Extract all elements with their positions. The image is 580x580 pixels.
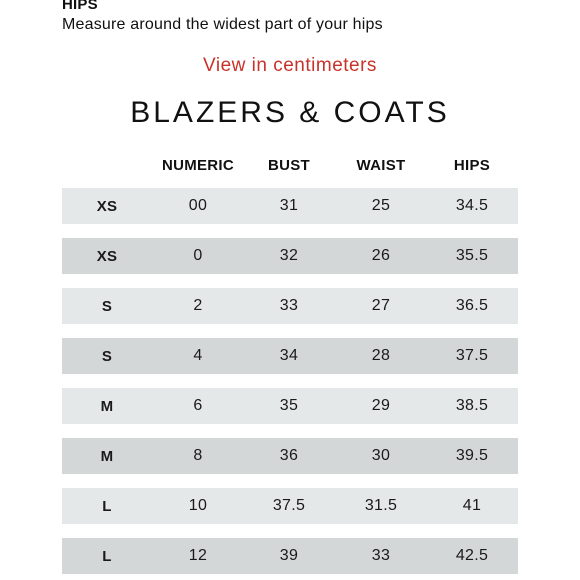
waist-cell: 28 xyxy=(371,347,391,364)
numeric-cell: 8 xyxy=(193,447,203,464)
hips-cell: 41 xyxy=(462,497,482,514)
table-row: S 2 33 27 36.5 xyxy=(62,288,518,324)
bust-cell: 33 xyxy=(279,297,299,314)
waist-cell: 29 xyxy=(371,397,391,414)
bust-cell: 31 xyxy=(279,197,299,214)
waist-cell: 27 xyxy=(371,297,391,314)
size-cell: XS xyxy=(96,197,118,215)
table-row: XS 00 31 25 34.5 xyxy=(62,188,518,224)
table-row: L 12 39 33 42.5 xyxy=(62,538,518,574)
table-row: M 8 36 30 39.5 xyxy=(62,438,518,474)
header-numeric: NUMERIC xyxy=(161,156,235,174)
bust-cell: 35 xyxy=(279,397,299,414)
header-hips: HIPS xyxy=(453,156,491,174)
size-cell: S xyxy=(101,347,113,365)
numeric-cell: 12 xyxy=(188,547,208,564)
header-bust: BUST xyxy=(267,156,311,174)
size-cell: S xyxy=(101,297,113,315)
hips-heading: HIPS xyxy=(62,0,98,13)
view-in-centimeters-link[interactable]: View in centimeters xyxy=(203,55,377,76)
hips-cell: 39.5 xyxy=(455,447,489,464)
waist-cell: 26 xyxy=(371,247,391,264)
size-cell: M xyxy=(100,447,114,465)
bust-cell: 36 xyxy=(279,447,299,464)
waist-cell: 30 xyxy=(371,447,391,464)
bust-cell: 34 xyxy=(279,347,299,364)
size-cell: M xyxy=(100,397,114,415)
table-row: L 10 37.5 31.5 41 xyxy=(62,488,518,524)
bust-cell: 39 xyxy=(279,547,299,564)
bust-cell: 37.5 xyxy=(272,497,306,514)
numeric-cell: 00 xyxy=(188,197,208,214)
size-cell: L xyxy=(102,497,112,515)
hips-cell: 42.5 xyxy=(455,547,489,564)
table-row: S 4 34 28 37.5 xyxy=(62,338,518,374)
numeric-cell: 2 xyxy=(193,297,203,314)
numeric-cell: 6 xyxy=(193,397,203,414)
hips-cell: 38.5 xyxy=(455,397,489,414)
waist-cell: 25 xyxy=(371,197,391,214)
table-header-row: NUMERIC BUST WAIST HIPS xyxy=(62,155,518,175)
numeric-cell: 4 xyxy=(193,347,203,364)
size-cell: XS xyxy=(96,247,118,265)
numeric-cell: 10 xyxy=(188,497,208,514)
bust-cell: 32 xyxy=(279,247,299,264)
waist-cell: 33 xyxy=(371,547,391,564)
hips-cell: 35.5 xyxy=(455,247,489,264)
waist-cell: 31.5 xyxy=(364,497,398,514)
table-row: M 6 35 29 38.5 xyxy=(62,388,518,424)
numeric-cell: 0 xyxy=(193,247,203,264)
hips-cell: 36.5 xyxy=(455,297,489,314)
hips-description: Measure around the widest part of your h… xyxy=(62,16,383,33)
table-title: BLAZERS & COATS xyxy=(130,96,450,129)
header-waist: WAIST xyxy=(356,156,406,174)
header-size xyxy=(62,155,152,175)
hips-cell: 34.5 xyxy=(455,197,489,214)
size-cell: L xyxy=(102,547,112,565)
table-row: XS 0 32 26 35.5 xyxy=(62,238,518,274)
hips-cell: 37.5 xyxy=(455,347,489,364)
